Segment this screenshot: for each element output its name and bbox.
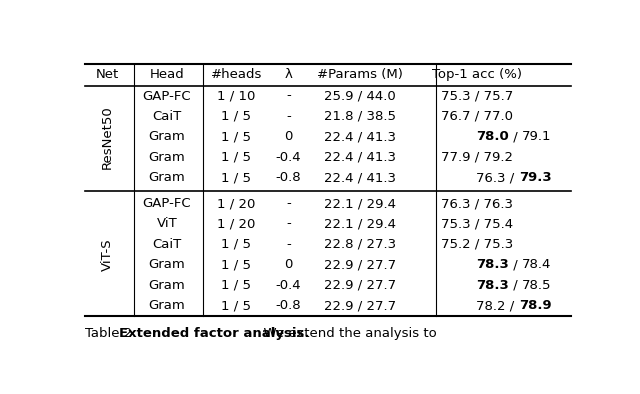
Text: 0: 0 bbox=[284, 258, 292, 271]
Text: 1 / 5: 1 / 5 bbox=[221, 279, 252, 292]
Text: Gram: Gram bbox=[148, 299, 185, 312]
Text: 22.1 / 29.4: 22.1 / 29.4 bbox=[324, 217, 396, 230]
Text: λ: λ bbox=[284, 69, 292, 82]
Text: 77.9 / 79.2: 77.9 / 79.2 bbox=[441, 151, 513, 164]
Text: 78.2 /: 78.2 / bbox=[476, 299, 519, 312]
Text: 76.3 / 76.3: 76.3 / 76.3 bbox=[441, 197, 513, 210]
Text: 22.4 / 41.3: 22.4 / 41.3 bbox=[324, 171, 396, 184]
Text: 78.3: 78.3 bbox=[476, 258, 509, 271]
Text: 78.5: 78.5 bbox=[522, 279, 552, 292]
Text: 75.3 / 75.7: 75.3 / 75.7 bbox=[441, 89, 513, 102]
Text: 79.3: 79.3 bbox=[519, 171, 552, 184]
Text: ViT: ViT bbox=[156, 217, 177, 230]
Text: 22.4 / 41.3: 22.4 / 41.3 bbox=[324, 151, 396, 164]
Text: 75.3 / 75.4: 75.3 / 75.4 bbox=[441, 217, 513, 230]
Text: Gram: Gram bbox=[148, 258, 185, 271]
Text: 1 / 5: 1 / 5 bbox=[221, 130, 252, 143]
Text: Extended factor analysis.: Extended factor analysis. bbox=[118, 327, 309, 340]
Text: Head: Head bbox=[149, 69, 184, 82]
Text: /: / bbox=[509, 258, 522, 271]
Text: -0.4: -0.4 bbox=[275, 151, 301, 164]
Text: 76.7 / 77.0: 76.7 / 77.0 bbox=[441, 110, 513, 123]
Text: 78.9: 78.9 bbox=[519, 299, 552, 312]
Text: 78.4: 78.4 bbox=[522, 258, 552, 271]
Text: Gram: Gram bbox=[148, 279, 185, 292]
Text: -: - bbox=[286, 217, 291, 230]
Text: 22.4 / 41.3: 22.4 / 41.3 bbox=[324, 130, 396, 143]
Text: ResNet50: ResNet50 bbox=[100, 105, 114, 169]
Text: 1 / 5: 1 / 5 bbox=[221, 238, 252, 251]
Text: 78.0: 78.0 bbox=[476, 130, 509, 143]
Text: CaiT: CaiT bbox=[152, 110, 181, 123]
Text: GAP-FC: GAP-FC bbox=[143, 89, 191, 102]
Text: 22.8 / 27.3: 22.8 / 27.3 bbox=[324, 238, 396, 251]
Text: Net: Net bbox=[95, 69, 119, 82]
Text: 1 / 5: 1 / 5 bbox=[221, 171, 252, 184]
Text: 0: 0 bbox=[284, 130, 292, 143]
Text: -0.8: -0.8 bbox=[275, 171, 301, 184]
Text: -: - bbox=[286, 110, 291, 123]
Text: ViT-S: ViT-S bbox=[100, 238, 114, 271]
Text: Gram: Gram bbox=[148, 171, 185, 184]
Text: Gram: Gram bbox=[148, 130, 185, 143]
Text: -: - bbox=[286, 89, 291, 102]
Text: 22.1 / 29.4: 22.1 / 29.4 bbox=[324, 197, 396, 210]
Text: -0.4: -0.4 bbox=[275, 279, 301, 292]
Text: 1 / 20: 1 / 20 bbox=[217, 197, 255, 210]
Text: 22.9 / 27.7: 22.9 / 27.7 bbox=[324, 299, 396, 312]
Text: Top-1 acc (%): Top-1 acc (%) bbox=[432, 69, 522, 82]
Text: 78.3: 78.3 bbox=[476, 279, 509, 292]
Text: 22.9 / 27.7: 22.9 / 27.7 bbox=[324, 279, 396, 292]
Text: 21.8 / 38.5: 21.8 / 38.5 bbox=[324, 110, 396, 123]
Text: /: / bbox=[509, 279, 522, 292]
Text: 22.9 / 27.7: 22.9 / 27.7 bbox=[324, 258, 396, 271]
Text: #Params (M): #Params (M) bbox=[317, 69, 403, 82]
Text: Gram: Gram bbox=[148, 151, 185, 164]
Text: 1 / 20: 1 / 20 bbox=[217, 217, 255, 230]
Text: 1 / 10: 1 / 10 bbox=[217, 89, 255, 102]
Text: -: - bbox=[286, 197, 291, 210]
Text: -: - bbox=[286, 238, 291, 251]
Text: 76.3 /: 76.3 / bbox=[476, 171, 519, 184]
Text: -0.8: -0.8 bbox=[275, 299, 301, 312]
Text: 75.2 / 75.3: 75.2 / 75.3 bbox=[441, 238, 513, 251]
Text: 25.9 / 44.0: 25.9 / 44.0 bbox=[324, 89, 396, 102]
Text: 79.1: 79.1 bbox=[522, 130, 552, 143]
Text: GAP-FC: GAP-FC bbox=[143, 197, 191, 210]
Text: #heads: #heads bbox=[211, 69, 262, 82]
Text: Table 2:: Table 2: bbox=[85, 327, 141, 340]
Text: 1 / 5: 1 / 5 bbox=[221, 299, 252, 312]
Text: /: / bbox=[509, 130, 522, 143]
Text: We extend the analysis to: We extend the analysis to bbox=[255, 327, 436, 340]
Text: CaiT: CaiT bbox=[152, 238, 181, 251]
Text: 1 / 5: 1 / 5 bbox=[221, 110, 252, 123]
Text: 1 / 5: 1 / 5 bbox=[221, 151, 252, 164]
Text: 1 / 5: 1 / 5 bbox=[221, 258, 252, 271]
